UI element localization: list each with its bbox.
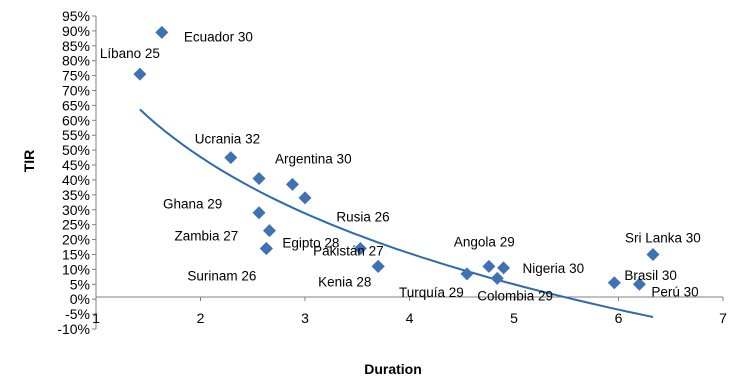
y-tick-label: 90% [62,23,90,39]
data-point-label: Ghana 29 [163,197,222,212]
y-tick-label: 5% [70,276,90,292]
data-point-marker [252,206,266,220]
x-axis: 1 2 3 4 5 6 7 [92,296,727,326]
data-point-label: Argentina 30 [275,151,352,166]
data-point-marker [262,224,276,238]
data-point-marker [607,276,621,290]
y-tick-label: 75% [62,68,90,84]
data-points [133,25,660,291]
data-point-marker [133,67,147,81]
y-tick-label: 30% [62,202,90,218]
data-point-marker [252,171,266,185]
y-tick-label: 55% [62,127,90,143]
x-tick-label: 6 [615,310,623,326]
data-point-label: Zambia 27 [174,229,238,244]
data-point-label: Ecuador 30 [184,29,253,44]
data-point-label: Kenia 28 [318,274,371,289]
data-point-label: Perú 30 [651,284,698,299]
y-tick-label: 40% [62,172,90,188]
y-tick-label: 0% [70,291,90,307]
data-point-label: Líbano 25 [100,46,160,61]
y-tick-label: 45% [62,157,90,173]
data-point-label: Angola 29 [454,234,515,249]
data-point-marker [490,271,504,285]
y-tick-label: 85% [62,38,90,54]
data-point-label: Sri Lanka 30 [625,230,701,245]
x-tick-label: 4 [406,310,414,326]
y-axis: -10%-5%0%5%10%15%20%25%30%35%40%45%50%55… [57,8,97,337]
y-tick-label: 50% [62,142,90,158]
data-point-label: Ucrania 32 [195,132,260,147]
trendline [139,108,654,318]
y-tick-label: 60% [62,112,90,128]
data-point-label: Brasil 30 [624,268,677,283]
point-labels: Ecuador 30 Líbano 25 Ucrania 32 Argentina 3… [100,29,701,303]
data-point-marker [632,277,646,291]
data-point-label: Egipto 28 [282,236,339,251]
data-point-marker [259,242,273,256]
y-tick-label: 95% [62,8,90,24]
x-tick-label: 7 [719,310,727,326]
data-point-marker [298,191,312,205]
y-tick-label: 70% [62,83,90,99]
data-point-marker [646,247,660,261]
data-point-marker [371,259,385,273]
data-point-marker [224,151,238,165]
y-tick-label: 25% [62,217,90,233]
y-tick-label: 15% [62,246,90,262]
data-point-label: Turquía 29 [399,285,464,300]
data-point-label: Pakistán 27 [313,243,384,258]
data-point-marker [497,261,511,275]
y-tick-label: 20% [62,232,90,248]
data-point-marker [353,242,367,256]
x-tick-label: 5 [510,310,518,326]
data-point-marker [285,177,299,191]
y-axis-title: TIR [21,150,37,173]
data-point-label: Surinam 26 [187,269,256,284]
x-axis-title: Duration [364,361,422,377]
y-tick-label: 35% [62,187,90,203]
y-tick-label: 65% [62,97,90,113]
data-point-marker [155,25,169,39]
data-point-marker [482,259,496,273]
x-tick-label: 3 [301,310,309,326]
data-point-label: Nigeria 30 [523,261,585,276]
y-tick-label: 80% [62,53,90,69]
data-point-marker [460,267,474,281]
data-point-label: Colombia 29 [477,288,553,303]
data-point-label: Rusia 26 [336,210,389,225]
x-tick-label: 1 [92,310,100,326]
x-tick-label: 2 [197,310,205,326]
y-tick-label: 10% [62,261,90,277]
y-tick-label: -10% [57,321,90,337]
y-tick-label: -5% [65,306,90,322]
